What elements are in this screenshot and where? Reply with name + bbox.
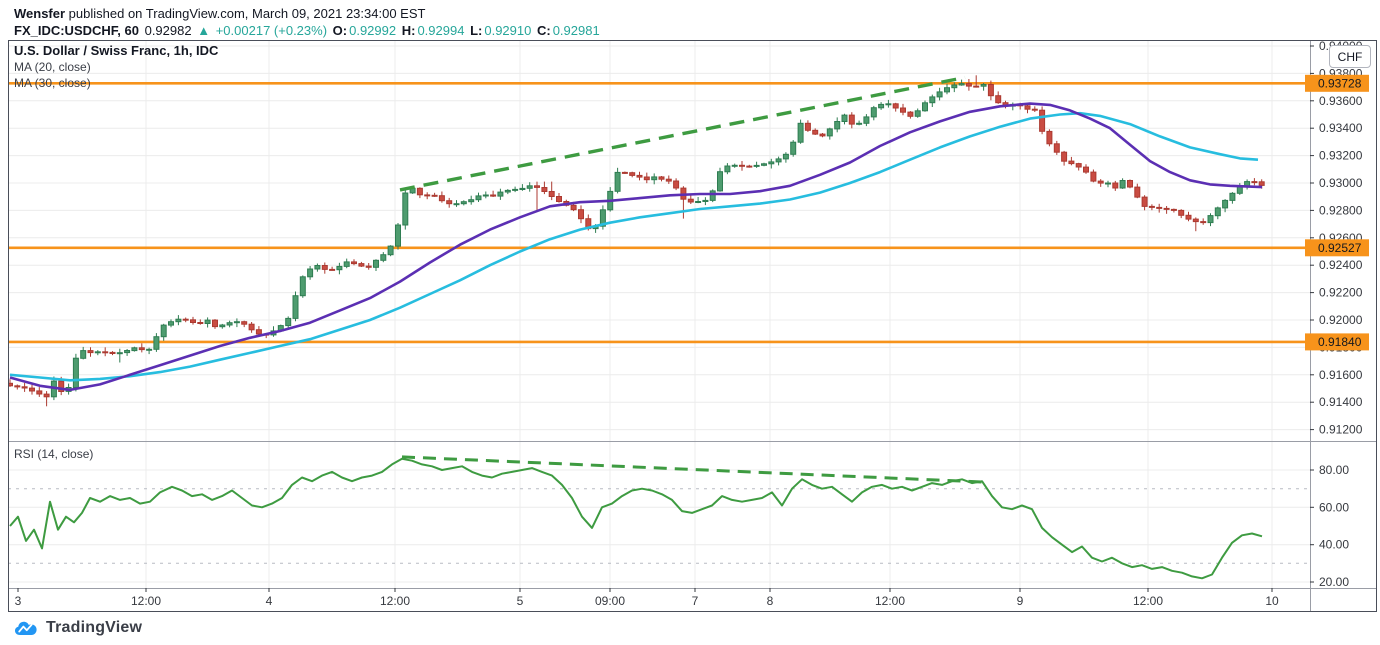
high-value: 0.92994 <box>417 23 465 38</box>
open-label: O: <box>332 23 348 38</box>
svg-text:0.93728: 0.93728 <box>1318 76 1362 90</box>
svg-text:3: 3 <box>15 594 22 608</box>
svg-text:0.93400: 0.93400 <box>1319 121 1363 135</box>
low-value: 0.92910 <box>484 23 532 38</box>
chart-widget: 0.940000.938000.936000.934000.932000.930… <box>8 40 1377 612</box>
symbol-info-line: FX_IDC:USDCHF, 60 0.92982 ▲ +0.00217 (+0… <box>14 22 602 39</box>
svg-text:12:00: 12:00 <box>380 594 410 608</box>
svg-text:12:00: 12:00 <box>875 594 905 608</box>
tradingview-logo-icon[interactable] <box>14 620 40 637</box>
high-label: H: <box>401 23 416 38</box>
author-name: Wensfer <box>14 6 66 21</box>
price-level-badges: 0.93728 0.92527 0.91840 <box>1305 74 1369 351</box>
svg-text:0.91600: 0.91600 <box>1319 368 1363 382</box>
svg-text:4: 4 <box>266 594 273 608</box>
open-value: 0.92992 <box>349 23 397 38</box>
grid-layer <box>8 40 1310 588</box>
svg-text:7: 7 <box>692 594 699 608</box>
svg-text:0.91840: 0.91840 <box>1318 335 1362 349</box>
svg-text:12:00: 12:00 <box>1133 594 1163 608</box>
svg-text:60.00: 60.00 <box>1319 500 1349 514</box>
header: Wensfer published on TradingView.com, Ma… <box>14 5 602 39</box>
symbol-interval: FX_IDC:USDCHF, 60 <box>14 23 139 38</box>
svg-text:80.00: 80.00 <box>1319 463 1349 477</box>
low-label: L: <box>470 23 483 38</box>
currency-button[interactable]: CHF <box>1329 45 1371 68</box>
svg-text:0.91400: 0.91400 <box>1319 395 1363 409</box>
svg-text:9: 9 <box>1017 594 1024 608</box>
svg-text:0.92800: 0.92800 <box>1319 203 1363 217</box>
price-axis[interactable]: 0.940000.938000.936000.934000.932000.930… <box>1310 40 1377 589</box>
footer: TradingView <box>14 616 142 640</box>
svg-text:0.93200: 0.93200 <box>1319 149 1363 163</box>
publish-info: Wensfer published on TradingView.com, Ma… <box>14 5 602 22</box>
svg-text:20.00: 20.00 <box>1319 575 1349 589</box>
close-value: 0.92981 <box>552 23 600 38</box>
change-arrow-icon: ▲ <box>197 23 211 38</box>
svg-text:09:00: 09:00 <box>595 594 625 608</box>
price-change: +0.00217 (+0.23%) <box>215 23 328 38</box>
svg-text:0.92527: 0.92527 <box>1318 241 1362 255</box>
price-levels-layer <box>8 81 1310 344</box>
svg-text:0.93600: 0.93600 <box>1319 94 1363 108</box>
time-axis[interactable]: 3 12:00 4 12:00 5 09:00 7 8 12:00 9 12:00 10 <box>8 588 1310 612</box>
brand-wordmark[interactable]: TradingView <box>46 619 143 636</box>
frame-layer <box>8 40 1377 612</box>
chart-canvas[interactable]: 0.940000.938000.936000.934000.932000.930… <box>8 40 1377 612</box>
ma20-line <box>9 102 1263 392</box>
svg-text:5: 5 <box>517 594 524 608</box>
svg-text:0.91200: 0.91200 <box>1319 423 1363 437</box>
svg-text:40.00: 40.00 <box>1319 538 1349 552</box>
publish-text: published on TradingView.com, March 09, … <box>65 6 426 21</box>
svg-text:12:00: 12:00 <box>131 594 161 608</box>
close-label: C: <box>536 23 551 38</box>
svg-text:10: 10 <box>1265 594 1279 608</box>
svg-text:0.93000: 0.93000 <box>1319 176 1363 190</box>
rsi-trendline[interactable] <box>401 455 986 484</box>
last-price: 0.92982 <box>144 23 192 38</box>
candles-layer <box>8 75 1265 407</box>
price-trendline[interactable] <box>399 75 966 192</box>
svg-text:0.92200: 0.92200 <box>1319 286 1363 300</box>
svg-text:8: 8 <box>767 594 774 608</box>
svg-text:0.92000: 0.92000 <box>1319 313 1363 327</box>
svg-text:0.92400: 0.92400 <box>1319 258 1363 272</box>
rsi-line <box>9 457 1263 580</box>
